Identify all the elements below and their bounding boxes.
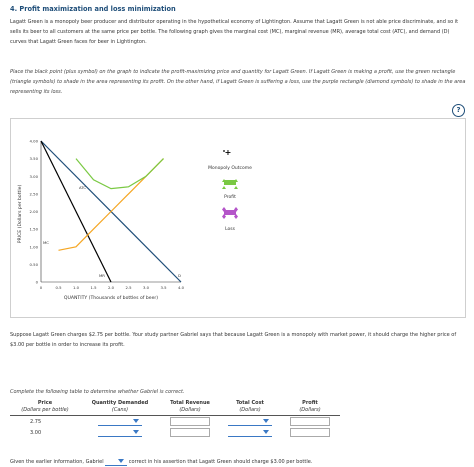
x-tick-label: 1.5 bbox=[90, 285, 97, 290]
d-label: D bbox=[178, 273, 181, 278]
total-revenue-header: Total Revenue (Dollars) bbox=[170, 400, 210, 413]
quantity-dropdown[interactable] bbox=[98, 428, 142, 437]
y-tick-label: 2.00 bbox=[30, 209, 39, 214]
profit-table: Price (Dollars per bottle) Quantity Deman… bbox=[10, 400, 340, 438]
profit-input[interactable] bbox=[290, 428, 330, 437]
y-tick-label: 3.50 bbox=[30, 156, 39, 161]
x-tick-label: 2.5 bbox=[125, 285, 132, 290]
x-tick-label: 3.5 bbox=[160, 285, 167, 290]
total-cost-header: Total Cost (Dollars) bbox=[236, 400, 264, 413]
plus-icon[interactable]: + bbox=[225, 148, 232, 157]
profit-header: Profit (Dollars) bbox=[299, 400, 321, 413]
x-axis-title: QUANTITY (Thousands of bottles of beer) bbox=[64, 295, 158, 301]
price-header: Price (Dollars per bottle) bbox=[21, 400, 69, 413]
x-tick-label: 4.0 bbox=[178, 285, 185, 290]
question-intro: Lagatt Green is a monopoly beer producer… bbox=[10, 19, 459, 45]
y-tick-label: 1.00 bbox=[30, 244, 39, 249]
scenario-text: Suppose Lagatt Green charges $2.75 per b… bbox=[10, 332, 457, 348]
y-axis-title: PRICE (Dollars per bottle) bbox=[17, 185, 23, 244]
x-tick-label: 3.0 bbox=[143, 285, 150, 290]
help-button[interactable]: ? bbox=[452, 104, 465, 117]
monopoly-outcome-tool[interactable]: + Monopoly Outcome bbox=[208, 148, 252, 171]
y-tick-label: 1.50 bbox=[30, 227, 39, 232]
total-revenue-input[interactable] bbox=[170, 417, 210, 426]
y-tick-label: 0.50 bbox=[30, 262, 39, 267]
loss-rectangle-icon[interactable] bbox=[224, 210, 236, 215]
graph-instructions: Place the black point (plus symbol) on t… bbox=[10, 69, 466, 95]
price-cell: 2.75 bbox=[30, 418, 42, 425]
loss-tool[interactable]: Loss bbox=[222, 207, 238, 232]
atc-label: ATC bbox=[79, 185, 86, 190]
total-revenue-input[interactable] bbox=[170, 428, 210, 437]
x-tick-label: 0 bbox=[40, 285, 43, 290]
total-cost-dropdown[interactable] bbox=[228, 417, 272, 426]
y-tick-label: 2.50 bbox=[30, 191, 39, 196]
table-instruction: Complete the following table to determin… bbox=[10, 389, 185, 395]
conclusion-prefix: Given the earlier information, Gabriel bbox=[10, 459, 104, 465]
profit-tool[interactable]: Profit bbox=[222, 179, 238, 200]
profit-input[interactable] bbox=[290, 417, 330, 426]
monopoly-outcome-label: Monopoly Outcome bbox=[208, 165, 252, 171]
y-tick-label: 3.00 bbox=[30, 174, 39, 179]
conclusion-suffix: correct in his assertion that Lagatt Gre… bbox=[128, 459, 313, 465]
profit-label: Profit bbox=[224, 194, 236, 200]
atc-curve bbox=[75, 158, 164, 190]
loss-label: Loss bbox=[225, 226, 236, 232]
x-tick-label: 0.5 bbox=[55, 285, 62, 290]
price-cell: 3.00 bbox=[30, 429, 42, 436]
mr-curve bbox=[40, 140, 112, 283]
graph-panel: 4.00 3.50 3.00 2.50 2.00 1.50 1.00 0.50 0 0 0.5 1.… bbox=[10, 118, 466, 318]
y-tick-label: 4.00 bbox=[30, 139, 39, 144]
gabriel-correct-dropdown[interactable] bbox=[105, 457, 128, 466]
conclusion-sentence: Given the earlier information, Gabriel c… bbox=[10, 457, 312, 466]
mc-label: MC bbox=[43, 240, 49, 245]
quantity-dropdown[interactable] bbox=[98, 417, 142, 426]
table-row: 3.00 bbox=[10, 427, 340, 438]
question-title: 4. Profit maximization and loss minimiza… bbox=[10, 5, 176, 13]
y-tick-label: 0 bbox=[36, 280, 39, 285]
mr-label: MR bbox=[99, 273, 105, 278]
quantity-header: Quantity Demanded (Cans) bbox=[91, 400, 149, 413]
graph-svg[interactable]: 4.00 3.50 3.00 2.50 2.00 1.50 1.00 0.50 0 0 0.5 1.… bbox=[11, 119, 465, 317]
profit-rectangle-icon[interactable] bbox=[224, 180, 236, 185]
x-tick-label: 1.0 bbox=[73, 285, 80, 290]
x-tick-label: 2.0 bbox=[108, 285, 115, 290]
mc-curve bbox=[58, 158, 164, 251]
total-cost-dropdown[interactable] bbox=[228, 428, 272, 437]
table-row: 2.75 bbox=[10, 416, 340, 428]
